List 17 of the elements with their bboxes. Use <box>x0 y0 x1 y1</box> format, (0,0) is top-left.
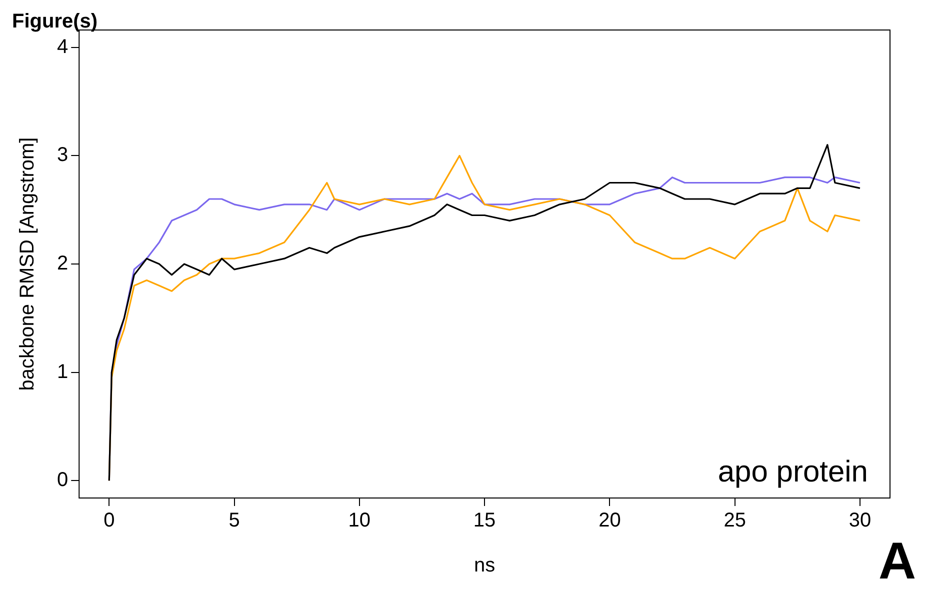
annotation: Figure(s) <box>12 10 98 33</box>
y-tick-label: 2 <box>57 252 68 275</box>
x-tick-label: 0 <box>104 510 115 532</box>
x-tick-label: 10 <box>348 510 371 532</box>
x-tick-label: 20 <box>598 510 621 532</box>
y-tick-label: 0 <box>57 469 68 492</box>
y-tick-label: 3 <box>57 144 68 166</box>
x-tick-label: 5 <box>228 510 240 532</box>
x-axis-title: ns <box>474 554 496 577</box>
annotation: apo protein <box>718 455 868 488</box>
x-tick-label: 30 <box>848 510 872 532</box>
x-tick-label: 25 <box>724 510 746 532</box>
text: A <box>878 532 916 590</box>
y-axis-title: backbone RMSD [Angstrom] <box>16 137 39 391</box>
x-tick-label: 15 <box>473 510 496 532</box>
y-tick-label: 4 <box>57 36 68 58</box>
y-tick-label: 1 <box>57 360 68 383</box>
